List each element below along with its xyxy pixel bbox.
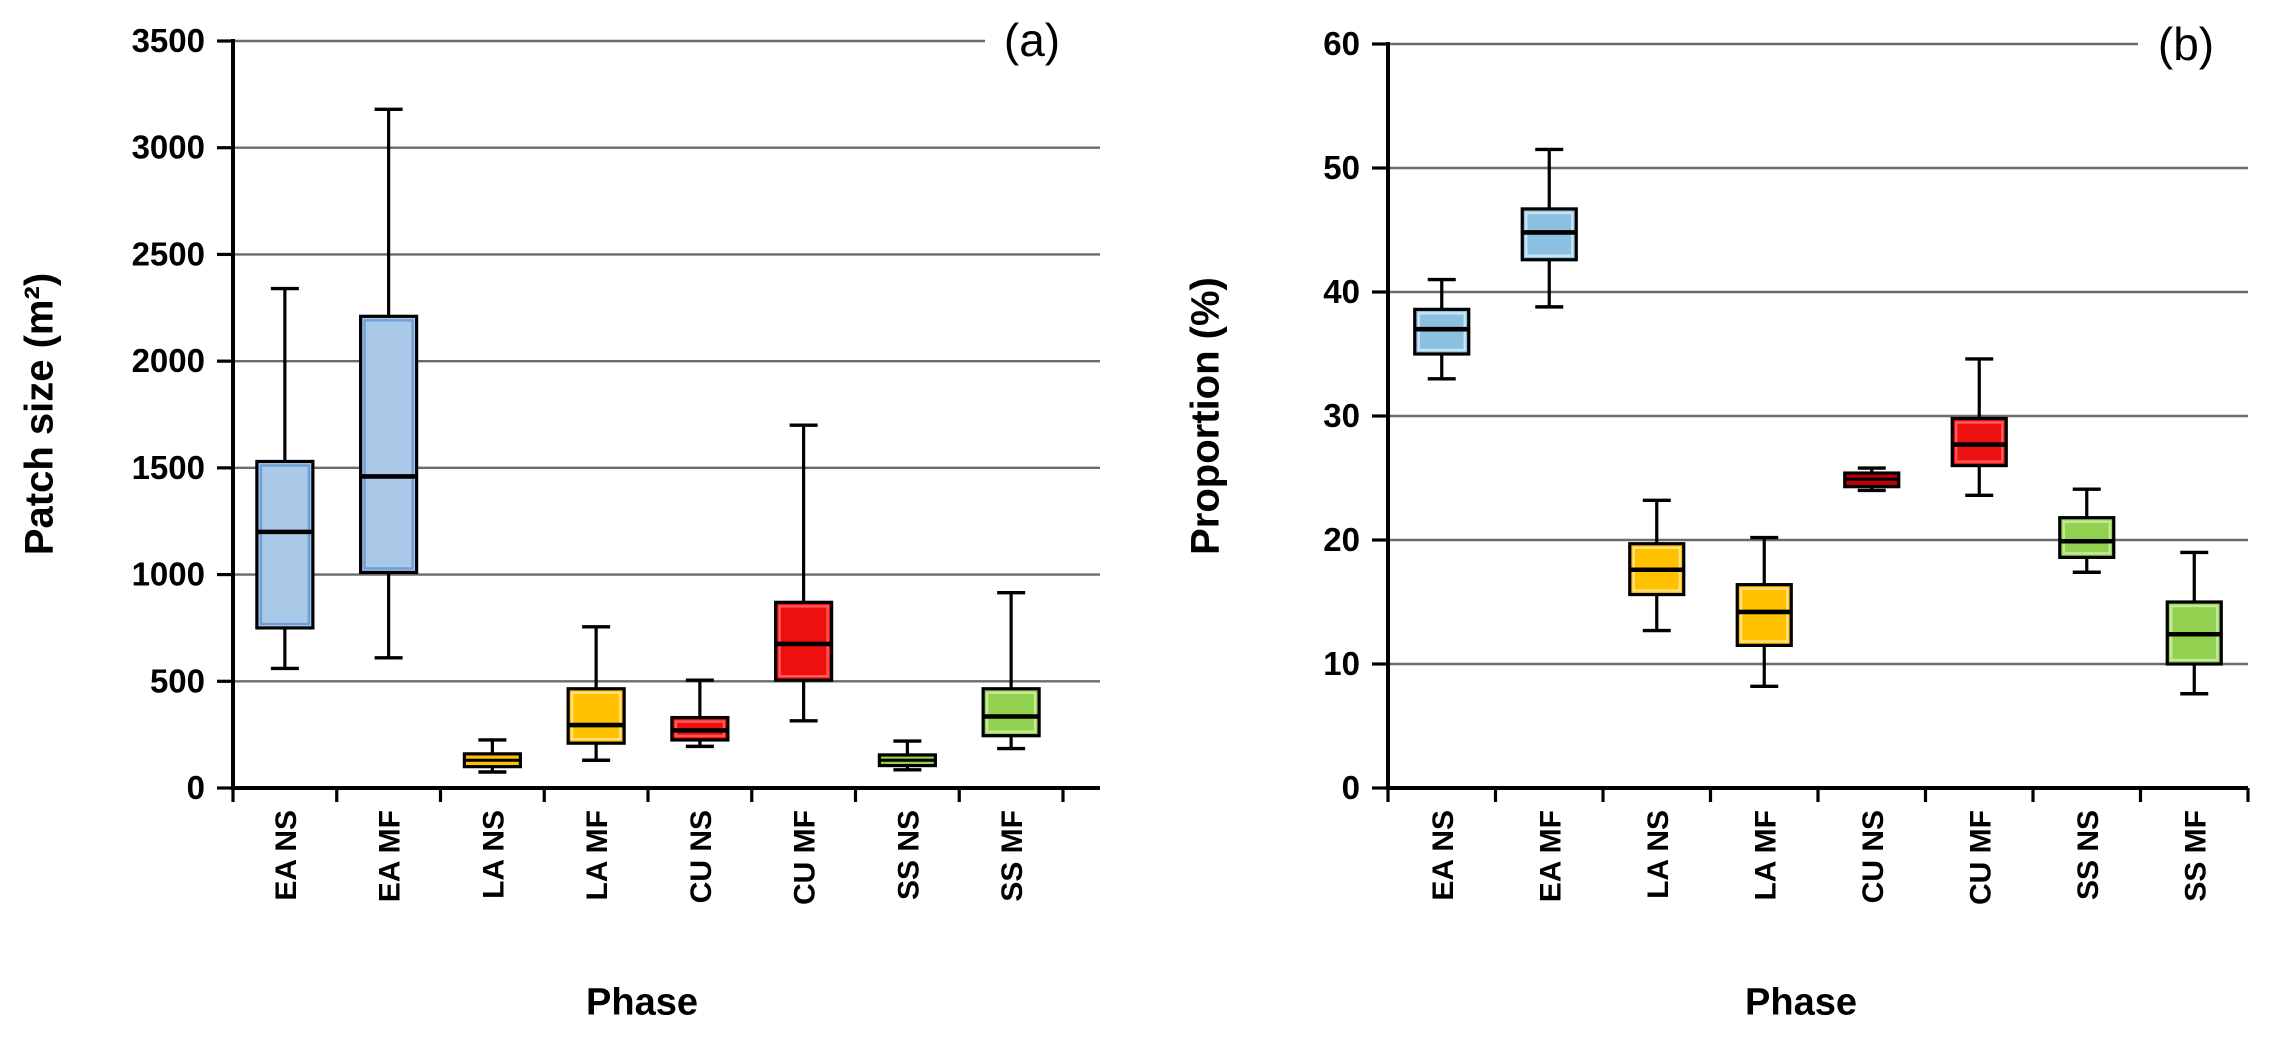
- box-ss-mf-a: [981, 591, 1041, 751]
- box-highlight: [1417, 312, 1466, 352]
- y-tick-label: 3500: [132, 22, 205, 59]
- box-highlight: [985, 691, 1037, 733]
- box-la-mf-b: [1735, 535, 1793, 689]
- y-tick-label: 3000: [132, 129, 205, 166]
- iqr-box: [359, 314, 419, 575]
- category-label-ea-mf: EA MF: [1534, 810, 1567, 902]
- box-highlight: [363, 319, 414, 570]
- category-label-cu-ns: CU NS: [685, 810, 718, 903]
- box-highlight: [1740, 587, 1789, 643]
- category-label-ea-ns: EA NS: [1427, 810, 1460, 901]
- y-tick-label: 20: [1323, 521, 1360, 558]
- category-label-la-ns: LA NS: [1642, 810, 1675, 899]
- box-highlight: [2062, 520, 2111, 555]
- box-la-ns-b: [1628, 498, 1686, 633]
- category-label-cu-mf: CU MF: [789, 810, 822, 905]
- y-tick-label: 1000: [132, 556, 205, 593]
- panel-b-x-axis-title: Phase: [1745, 981, 1857, 1024]
- box-cu-mf-b: [1950, 357, 2008, 498]
- category-label-ea-ns: EA NS: [270, 810, 303, 901]
- category-label-la-ns: LA NS: [477, 810, 510, 899]
- category-label-ss-mf: SS MF: [2179, 810, 2212, 902]
- iqr-box: [255, 459, 315, 630]
- y-tick-label: 1500: [132, 449, 205, 486]
- box-highlight: [259, 464, 311, 626]
- iqr-box: [1950, 416, 2008, 468]
- y-tick-label: 40: [1323, 273, 1360, 310]
- iqr-box: [2058, 516, 2116, 559]
- category-label-la-mf: LA MF: [581, 810, 614, 901]
- panel-b: 60 50 40 30 20 10 0 EA NS EA MF LA NS LA MF CU NS CU…: [1323, 25, 2250, 905]
- box-ea-ns-b: [1413, 277, 1471, 381]
- y-tick-label: 2000: [132, 342, 205, 379]
- category-label-cu-ns: CU NS: [1857, 810, 1890, 903]
- iqr-box: [566, 687, 626, 745]
- box-highlight: [778, 605, 829, 678]
- iqr-box: [981, 687, 1041, 738]
- category-label-ea-mf: EA MF: [374, 810, 407, 902]
- box-ss-mf-b: [2165, 550, 2223, 696]
- panel-b-annotation: (b): [2157, 18, 2215, 70]
- y-tick-label: 0: [1342, 769, 1360, 806]
- box-ea-mf-b: [1520, 147, 1578, 309]
- box-ss-ns-a: [877, 739, 937, 772]
- panel-a-x-axis-title: Phase: [586, 981, 698, 1024]
- y-tick-label: 2500: [132, 235, 205, 272]
- panel-a-annotation: (a): [1003, 14, 1061, 66]
- category-label-ss-ns: SS NS: [892, 810, 925, 900]
- iqr-box: [1413, 307, 1471, 356]
- box-ea-ns-a: [255, 286, 315, 671]
- y-tick-label: 50: [1323, 149, 1360, 186]
- category-label-cu-mf: CU MF: [1964, 810, 1997, 905]
- panel-a-y-axis-title: Patch size (m²): [17, 272, 62, 556]
- y-tick-label: 0: [187, 769, 205, 806]
- box-cu-ns-b: [1843, 466, 1901, 493]
- box-highlight: [570, 691, 622, 741]
- y-tick-label: 500: [150, 662, 205, 699]
- iqr-box: [774, 600, 834, 682]
- box-ss-ns-b: [2058, 487, 2116, 574]
- category-label-ss-mf: SS MF: [996, 810, 1029, 902]
- y-tick-label: 60: [1323, 25, 1360, 62]
- category-label-la-mf: LA MF: [1749, 810, 1782, 901]
- panel-a: 3500 3000 2500 2000 1500 1000 500 0 EA NS EA MF LA…: [132, 22, 1100, 905]
- category-label-ss-ns: SS NS: [2072, 810, 2105, 900]
- y-tick-label: 30: [1323, 397, 1360, 434]
- box-ea-mf-a: [359, 107, 419, 660]
- box-cu-mf-a: [774, 423, 834, 723]
- y-tick-label: 10: [1323, 645, 1360, 682]
- box-cu-ns-a: [670, 678, 730, 749]
- panel-b-y-axis-title: Proportion (%): [1183, 277, 1228, 555]
- box-la-mf-a: [566, 625, 626, 762]
- box-la-ns-a: [462, 738, 522, 774]
- iqr-box: [1735, 583, 1793, 648]
- box-highlight: [1955, 421, 2004, 463]
